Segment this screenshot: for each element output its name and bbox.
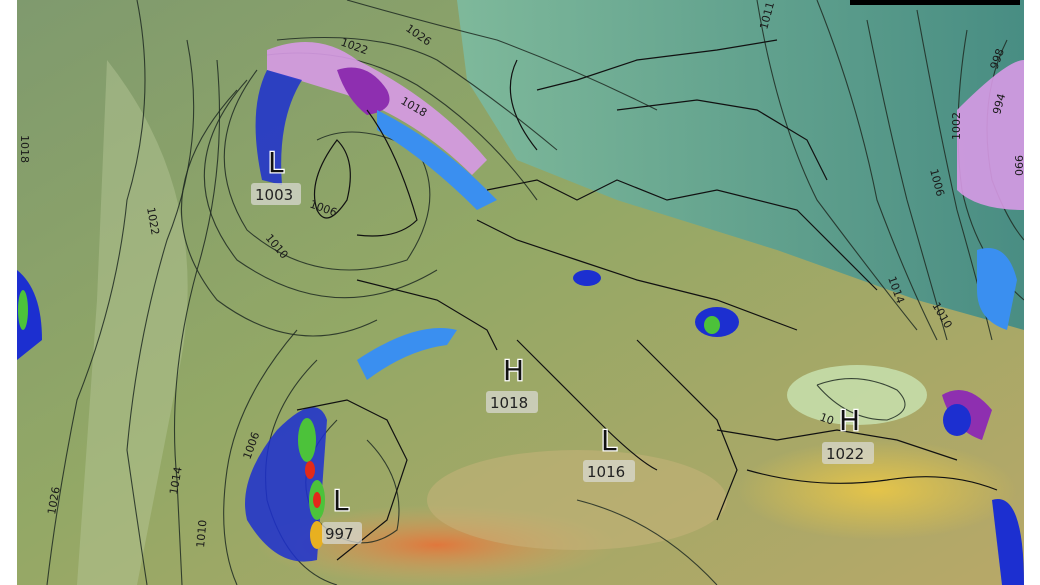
isobar: [180, 89, 378, 337]
isobar: [276, 36, 558, 151]
snow-heavy-area: [337, 67, 390, 115]
pressure-value: 1016: [587, 463, 625, 481]
snow-area: [267, 42, 487, 175]
isobar: [866, 19, 948, 341]
pressure-value: 1018: [490, 394, 528, 412]
isobar-label: 10: [818, 411, 836, 428]
pressure-center-low-1016: L 1016: [583, 423, 635, 482]
isobar: [816, 0, 938, 341]
isobar: [346, 0, 658, 111]
rain-intense-cell: [298, 418, 316, 462]
pressure-center-low-997: L 997: [322, 483, 362, 544]
isobar: [126, 39, 195, 585]
rain-intense-cell: [18, 290, 28, 330]
top-bar: [850, 0, 1020, 5]
isobars: [46, 0, 1024, 585]
rain-area: [992, 499, 1024, 585]
isobar-label: 994: [990, 92, 1008, 116]
low-pressure-symbol: L: [268, 146, 284, 179]
weather-map: 1026 1022 1018 1011 998 994 1002 1006 99…: [17, 0, 1024, 585]
isobar-label: 1018: [18, 135, 31, 163]
pressure-center-low-1003: L 1003: [251, 145, 301, 205]
rain-area: [357, 328, 457, 380]
isobar-label: 1010: [194, 519, 209, 548]
isobar-label: 1026: [45, 486, 63, 516]
high-pressure-symbol: H: [503, 354, 524, 387]
rain-area: [977, 248, 1017, 330]
rain-area: [377, 110, 497, 210]
pressure-center-high-1018: H 1018: [486, 353, 538, 413]
isobar-label: 990: [1012, 155, 1024, 176]
pressure-value: 1022: [826, 445, 864, 463]
isobar: [816, 378, 906, 421]
low-pressure-symbol: L: [601, 424, 617, 457]
country-borders: [296, 39, 998, 561]
isobar: [576, 499, 718, 585]
precipitation: [17, 42, 1024, 585]
pressure-center-high-1022: H 1022: [822, 403, 874, 464]
pressure-value: 997: [325, 525, 354, 543]
rain-cell: [943, 404, 971, 436]
black-sea: [787, 365, 927, 425]
rain-cell: [573, 270, 601, 286]
snow-area: [957, 60, 1024, 210]
rain-intense-cell: [704, 316, 720, 334]
pressure-value: 1003: [255, 186, 293, 204]
isobar: [203, 79, 438, 299]
isobar-label: 1022: [144, 206, 162, 236]
low-pressure-symbol: L: [333, 484, 349, 517]
isobar: [223, 329, 298, 585]
atlantic-band: [77, 60, 188, 585]
isobar-label: 1002: [950, 112, 963, 140]
rain-area: [255, 70, 302, 185]
anatolia-region: [737, 440, 1017, 540]
isobar: [756, 0, 918, 331]
isobar: [46, 0, 146, 585]
rain-extreme-cell: [305, 461, 315, 479]
high-pressure-symbol: H: [839, 404, 860, 437]
rain-extreme-cell: [313, 492, 321, 508]
isobar-label: 1014: [167, 466, 185, 496]
isobar: [173, 59, 221, 585]
rain-intense-cell: [310, 521, 324, 549]
